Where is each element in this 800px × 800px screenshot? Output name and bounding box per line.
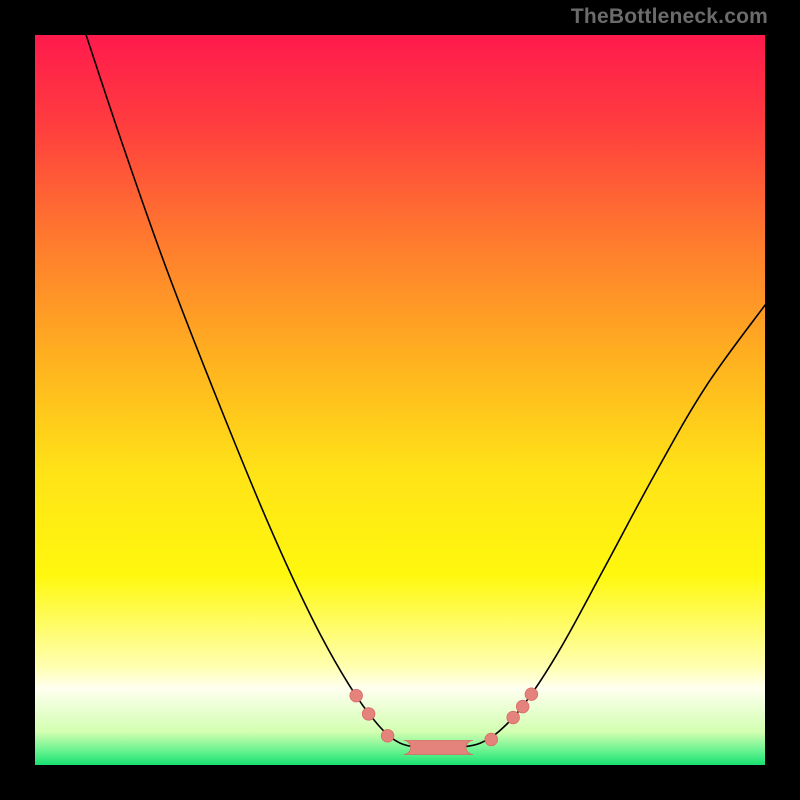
marker-dot bbox=[362, 708, 375, 721]
marker-dot bbox=[516, 700, 529, 713]
attribution-text: TheBottleneck.com bbox=[571, 5, 768, 29]
plot-svg bbox=[35, 35, 765, 765]
marker-dot bbox=[485, 733, 498, 746]
gradient-background bbox=[35, 35, 765, 765]
marker-dot bbox=[350, 689, 363, 702]
marker-dot bbox=[381, 730, 394, 743]
marker-dot bbox=[525, 688, 538, 701]
marker-dot bbox=[507, 711, 520, 724]
marker-pill bbox=[404, 740, 473, 754]
plot-area bbox=[35, 35, 765, 765]
